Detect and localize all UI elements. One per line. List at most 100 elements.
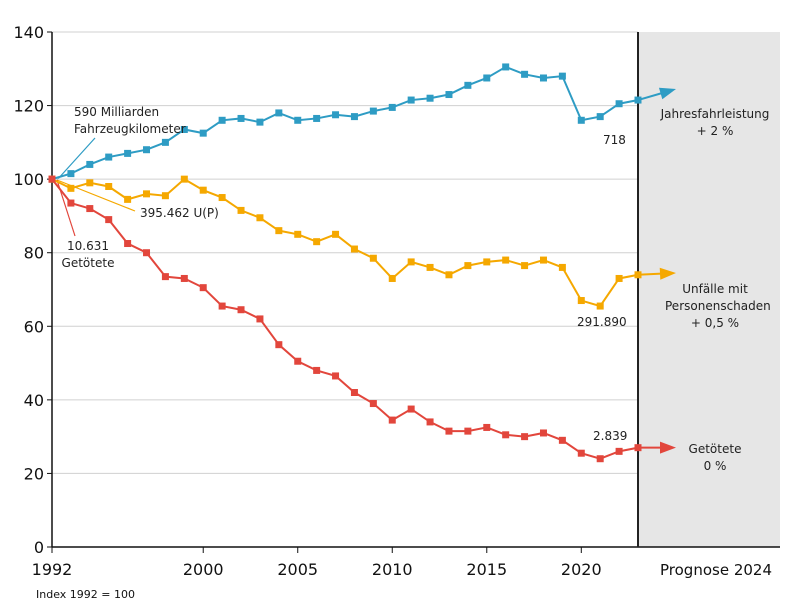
data-point [105, 216, 113, 224]
start-label: 395.462 U(P) [140, 206, 219, 220]
data-point [86, 179, 94, 187]
data-point [577, 297, 585, 305]
data-point [426, 94, 434, 102]
data-point [180, 125, 188, 133]
data-point [539, 429, 547, 437]
data-point [596, 113, 604, 121]
data-point [407, 96, 415, 104]
series-line [51, 177, 639, 308]
series-label: Jahresfahrleistung [660, 107, 770, 121]
data-point [407, 258, 415, 266]
data-point [577, 116, 585, 124]
y-tick-label: 100 [13, 170, 44, 189]
data-point [350, 245, 358, 253]
data-point [502, 256, 510, 264]
data-point [237, 114, 245, 122]
data-point [483, 74, 491, 82]
data-point [502, 63, 510, 71]
data-point [67, 184, 75, 192]
data-point [502, 431, 510, 439]
data-point [199, 186, 207, 194]
y-tick-label: 40 [24, 391, 44, 410]
data-point [464, 81, 472, 89]
data-point [445, 427, 453, 435]
y-tick-label: 80 [24, 244, 44, 263]
data-point [180, 175, 188, 183]
data-point [350, 389, 358, 396]
data-point [218, 194, 226, 202]
data-point [161, 138, 169, 146]
data-point [558, 263, 566, 271]
data-point [464, 262, 472, 270]
data-point [369, 400, 377, 408]
data-point [313, 366, 321, 374]
data-point [483, 423, 491, 431]
start-label: 10.631 Getötete [61, 239, 115, 270]
data-point [256, 214, 264, 222]
data-point [521, 433, 529, 441]
data-point [426, 263, 434, 271]
end-label: 2.839 [593, 429, 628, 443]
data-point [143, 146, 151, 154]
data-point [180, 274, 188, 282]
data-point [483, 258, 491, 266]
data-point [615, 447, 623, 455]
data-point [86, 205, 94, 213]
data-point [143, 190, 151, 198]
data-point [313, 114, 321, 122]
data-point [256, 118, 264, 126]
data-point [577, 449, 585, 457]
data-point [521, 70, 529, 78]
data-point [539, 74, 547, 82]
data-point [388, 274, 396, 282]
data-point [464, 427, 472, 435]
data-point [275, 109, 283, 117]
data-point [521, 262, 529, 270]
y-tick-label: 140 [13, 23, 44, 42]
data-point [388, 416, 396, 424]
x-tick-label: 2005 [277, 560, 318, 579]
forecast-area [638, 32, 780, 547]
data-point [558, 72, 566, 80]
data-point [294, 230, 302, 238]
data-point [369, 254, 377, 262]
data-point [332, 372, 340, 380]
forecast-arrowhead [659, 267, 676, 280]
x-tick-label: 2010 [372, 560, 413, 579]
y-tick-label: 0 [34, 538, 44, 557]
x-tick-label: 2000 [183, 560, 224, 579]
data-point [67, 170, 75, 178]
data-point [67, 199, 75, 207]
forecast-arrowhead [660, 441, 676, 454]
data-point [539, 256, 547, 264]
x-tick-label: 2015 [466, 560, 507, 579]
data-point [105, 153, 113, 161]
footnote: Index 1992 = 100 [36, 588, 135, 601]
series-label: Unfälle mit Personenschaden [665, 282, 771, 313]
data-point [86, 160, 94, 168]
data-point [237, 306, 245, 314]
data-point [275, 341, 283, 349]
data-point [388, 103, 396, 111]
end-label: 291.890 [577, 315, 627, 329]
data-point [218, 116, 226, 124]
series-change: + 0,5 % [690, 316, 740, 330]
series-change: 0 % [703, 459, 727, 473]
data-point [294, 116, 302, 124]
data-point [350, 113, 358, 121]
x-tick-label: 1992 [32, 560, 73, 579]
start-label: 590 Milliarden Fahrzeugkilometer [74, 105, 186, 136]
y-tick-label: 20 [24, 464, 44, 483]
data-point [596, 302, 604, 310]
forecast-arrow [637, 91, 665, 102]
data-point [105, 183, 113, 190]
data-point [332, 230, 340, 238]
data-point [218, 302, 226, 310]
data-point [294, 357, 302, 365]
data-point [275, 227, 283, 235]
data-point [161, 192, 169, 200]
data-point [124, 240, 132, 248]
end-label: 718 [603, 133, 626, 147]
data-point [161, 273, 169, 281]
